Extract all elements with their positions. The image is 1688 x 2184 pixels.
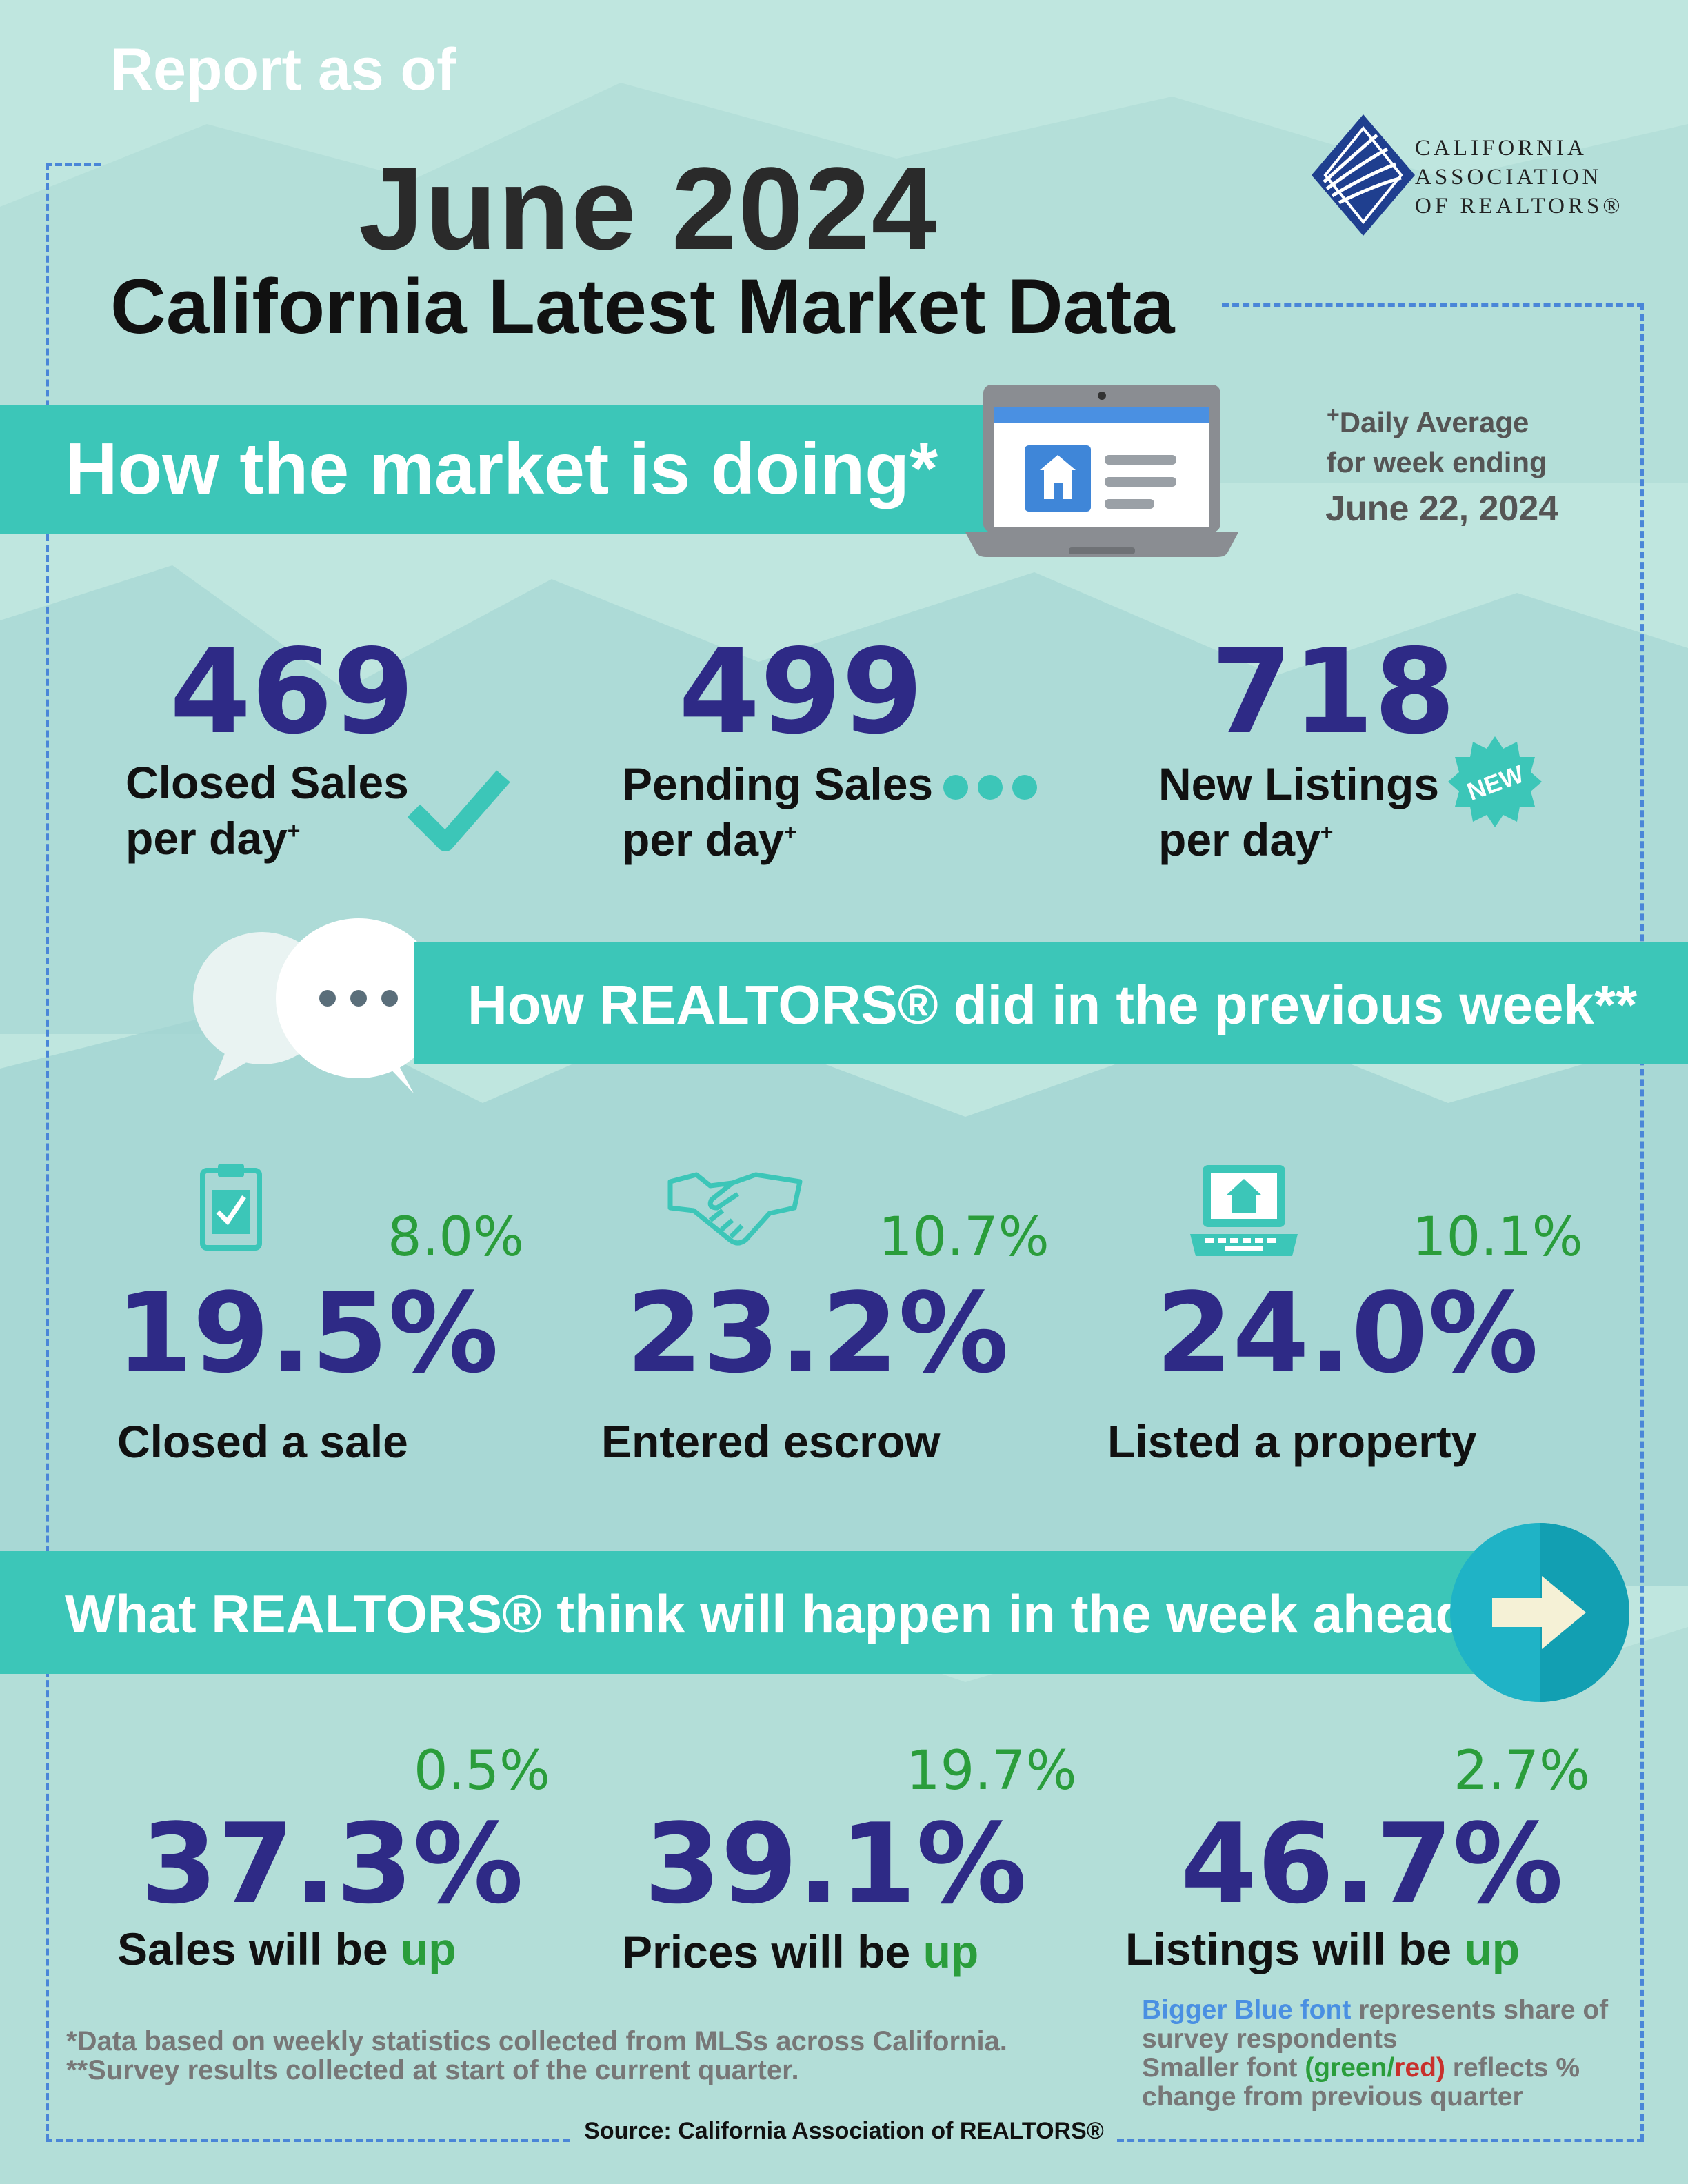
footnotes: *Data based on weekly statistics collect… xyxy=(66,2026,1007,2085)
entered-escrow-share: 23.2% xyxy=(626,1268,1009,1397)
market-band xyxy=(0,405,993,534)
listed-property-label: Listed a property xyxy=(1107,1416,1477,1467)
listings-up-share: 46.7% xyxy=(1180,1799,1564,1928)
prices-up-label: Prices will be up xyxy=(622,1926,979,1977)
prices-up-direction: up xyxy=(923,1926,979,1977)
week-ending-date: June 22, 2024 xyxy=(1325,489,1559,529)
report-as-of: Report as of xyxy=(110,37,456,103)
arrow-right-icon xyxy=(1450,1523,1629,1702)
week-ahead-heading: What REALTORS® think will happen in the … xyxy=(65,1584,1510,1644)
frame-top-left xyxy=(46,163,101,166)
sales-up-change: 0.5% xyxy=(414,1740,551,1802)
frame-bottom-left xyxy=(46,2138,570,2142)
sales-up-share: 37.3% xyxy=(141,1799,524,1928)
daily-average-note: +Daily Average for week ending xyxy=(1327,402,1547,478)
car-logo-text: CALIFORNIA ASSOCIATION OF REALTORS® xyxy=(1415,136,1624,219)
frame-bottom-right xyxy=(1117,2138,1644,2142)
listings-up-change: 2.7% xyxy=(1454,1740,1591,1802)
entered-escrow-change: 10.7% xyxy=(878,1206,1049,1268)
week-ahead-band xyxy=(0,1551,1489,1674)
speech-bubbles-icon xyxy=(193,918,441,1093)
report-month: June 2024 xyxy=(359,143,938,274)
closed-sales-label: Closed Sales per day+ xyxy=(125,757,409,864)
clipboard-icon xyxy=(200,1164,262,1251)
new-listings-label: New Listings per day+ xyxy=(1158,758,1440,865)
source-credit: Source: California Association of REALTO… xyxy=(584,2118,1104,2144)
laptop-house-icon xyxy=(1190,1165,1298,1256)
previous-week-band xyxy=(414,942,1688,1064)
checkmark-icon xyxy=(407,770,510,851)
previous-week-heading: How REALTORS® did in the previous week** xyxy=(468,974,1638,1035)
page-title: California Latest Market Data xyxy=(110,263,1175,350)
frame-right xyxy=(1640,303,1644,2141)
car-logo-icon xyxy=(1312,114,1415,236)
listings-up-direction: up xyxy=(1464,1923,1520,1974)
sales-up-direction: up xyxy=(400,1923,456,1974)
closed-sale-share: 19.5% xyxy=(116,1268,499,1397)
frame-top-right xyxy=(1222,303,1644,307)
laptop-listing-icon xyxy=(965,385,1238,557)
listings-up-label: Listings will be up xyxy=(1125,1923,1520,1974)
listed-property-share: 24.0% xyxy=(1156,1268,1539,1397)
closed-sale-change: 8.0% xyxy=(388,1206,525,1268)
frame-left xyxy=(46,163,49,2141)
closed-sales-value: 469 xyxy=(170,624,414,760)
closed-sale-label: Closed a sale xyxy=(117,1416,408,1467)
sales-up-label: Sales will be up xyxy=(117,1923,456,1974)
new-badge-icon: NEW xyxy=(1448,736,1542,827)
handshake-icon xyxy=(667,1172,803,1246)
font-legend: Bigger Blue font represents share of sur… xyxy=(1142,1995,1609,2112)
entered-escrow-label: Entered escrow xyxy=(601,1416,941,1467)
pending-sales-value: 499 xyxy=(679,624,923,760)
pending-sales-label: Pending Sales per day+ xyxy=(622,758,934,865)
prices-up-share: 39.1% xyxy=(644,1799,1027,1928)
prices-up-change: 19.7% xyxy=(906,1740,1077,1802)
new-listings-value: 718 xyxy=(1211,624,1456,760)
dots-icon xyxy=(943,775,1037,800)
listed-property-change: 10.1% xyxy=(1412,1206,1583,1268)
market-heading: How the market is doing* xyxy=(65,428,938,509)
